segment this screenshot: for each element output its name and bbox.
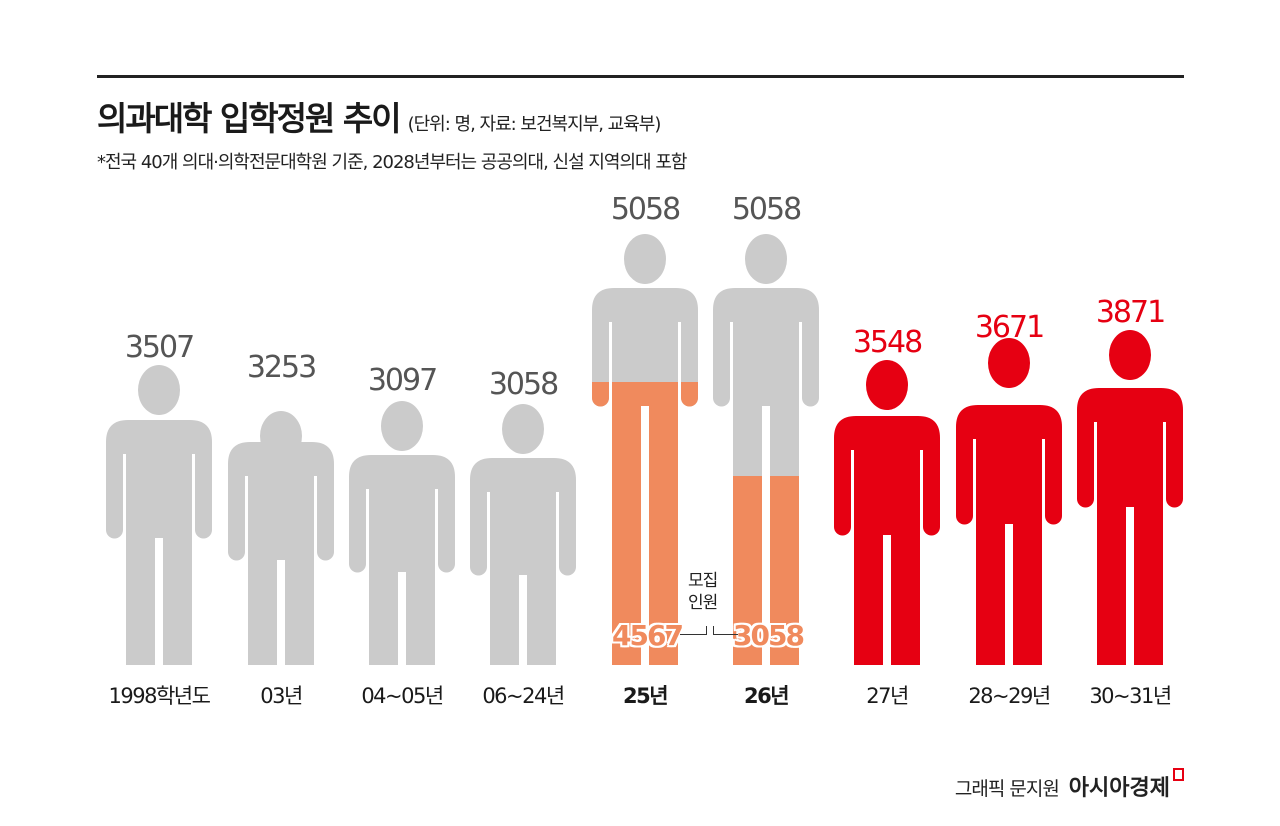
value-label: 3548	[852, 325, 923, 360]
category-label: 06~24년	[482, 684, 565, 708]
credit: 그래픽 문지원 아시아경제	[954, 768, 1184, 802]
head-shape	[502, 404, 544, 454]
head-shape	[138, 365, 180, 415]
title-text: 의과대학 입학정원 추이	[97, 99, 402, 138]
value-label: 3871	[1095, 295, 1166, 330]
body-shape	[106, 420, 212, 665]
body-shape	[349, 455, 455, 665]
value-label: 5058	[731, 192, 802, 227]
person-figure	[228, 411, 334, 665]
brand-mark-icon	[1173, 768, 1184, 781]
body-shape	[1077, 388, 1183, 665]
value-label: 3671	[974, 310, 1045, 345]
person-figure	[592, 234, 698, 665]
chart-title: 의과대학 입학정원 추이 (단위: 명, 자료: 보건복지부, 교육부)	[97, 92, 662, 140]
category-label: 04~05년	[361, 684, 444, 708]
head-shape	[745, 234, 787, 284]
category-label: 03년	[260, 684, 303, 708]
head-shape	[866, 360, 908, 410]
value-label: 3058	[488, 367, 559, 402]
category-label: 26년	[743, 684, 790, 708]
chart-note: *전국 40개 의대·의학전문대학원 기준, 2028년부터는 공공의대, 신설…	[97, 152, 687, 173]
head-shape	[1109, 330, 1151, 380]
recruit-legend: 모집 인원	[688, 570, 718, 614]
recruit-value: 4567	[612, 619, 684, 652]
head-shape	[988, 338, 1030, 388]
person-figure	[956, 338, 1062, 665]
recruit-bracket-left	[680, 626, 707, 635]
unit-source: (단위: 명, 자료: 보건복지부, 교육부)	[407, 114, 662, 135]
category-label: 1998학년도	[108, 684, 211, 708]
body-shape	[470, 458, 576, 665]
body-shape	[228, 442, 334, 665]
head-shape	[381, 401, 423, 451]
head-shape	[624, 234, 666, 284]
value-label: 3253	[246, 350, 317, 385]
value-label: 3097	[367, 363, 438, 398]
recruit-line2: 인원	[688, 593, 718, 613]
value-label: 3507	[124, 330, 195, 365]
brand-logo: 아시아경제	[1068, 776, 1170, 801]
person-figure	[713, 234, 819, 665]
body-shape	[834, 416, 940, 665]
person-figure	[470, 404, 576, 665]
recruit-line1: 모집	[688, 571, 718, 591]
category-label: 28~29년	[968, 684, 1051, 708]
value-label: 5058	[610, 192, 681, 227]
person-figure	[834, 360, 940, 665]
category-label: 27년	[866, 684, 909, 708]
body-shape	[713, 288, 819, 665]
body-shape	[956, 405, 1062, 665]
recruit-bracket-right	[713, 626, 738, 635]
recruit-fill	[592, 382, 698, 665]
person-figure	[106, 365, 212, 665]
recruit-value: 3058	[733, 619, 805, 652]
person-figure	[1077, 330, 1183, 665]
credit-text: 그래픽 문지원	[954, 778, 1060, 800]
recruit-fill	[733, 476, 799, 665]
body-shape	[592, 288, 698, 665]
category-label: 25년	[622, 684, 669, 708]
category-label: 30~31년	[1089, 684, 1172, 708]
person-figure	[349, 401, 455, 665]
top-rule	[97, 75, 1184, 78]
